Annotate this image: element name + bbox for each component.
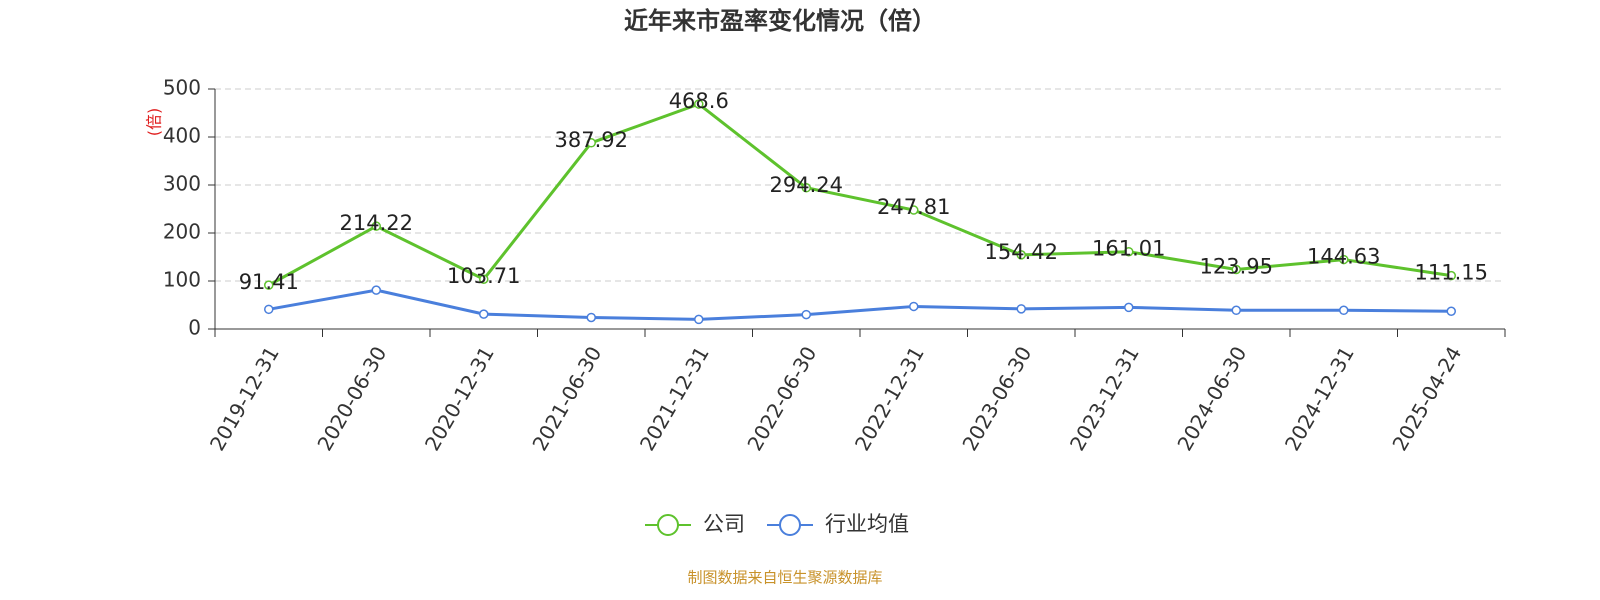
data-point [1446,306,1456,316]
x-tick-label: 2021-12-31 [635,342,714,455]
y-tick-label: 400 [163,124,201,148]
data-point [371,285,381,295]
x-tick-label: 2019-12-31 [205,342,284,455]
x-tick-label: 2022-06-30 [742,342,821,455]
legend-marker [779,514,801,536]
data-point [586,312,596,323]
data-label: 91.41 [239,270,299,294]
legend-label: 公司 [703,512,745,536]
y-tick-label: 0 [188,316,201,340]
data-point [801,183,811,193]
x-tick-label: 2023-06-30 [957,342,1036,455]
y-tick-label: 100 [163,268,201,292]
data-point [264,280,274,290]
y-tick-label: 200 [163,220,201,244]
data-point [1339,305,1349,316]
data-point [909,205,919,215]
data-label: 247.81 [877,195,950,219]
data-point [1124,302,1134,313]
data-point [479,309,489,319]
data-label: 111.15 [1415,261,1488,285]
data-point [1016,250,1026,260]
y-axis-label: (倍) [145,108,164,137]
data-point [909,301,919,312]
data-point [694,99,704,109]
data-point [694,314,704,325]
data-point [1231,305,1241,316]
data-point [801,309,811,320]
y-tick-label: 500 [163,76,201,100]
data-label: 144.63 [1307,245,1380,269]
data-label: 123.95 [1200,255,1273,279]
x-tick-label: 2020-12-31 [420,342,499,455]
data-point [479,274,489,284]
x-tick-label: 2025-04-24 [1387,342,1466,455]
series-line [268,102,1452,287]
data-point [264,304,274,315]
source-note: 制图数据来自恒生聚源数据库 [687,569,882,587]
data-label: 387.92 [555,128,628,152]
data-point [1446,270,1456,281]
legend-label: 行业均值 [825,512,909,536]
legend-marker [657,514,679,536]
data-point [1016,304,1026,314]
x-tick-label: 2022-12-31 [850,342,929,455]
data-point [371,221,381,231]
data-point [1124,246,1134,257]
data-label: 468.6 [669,89,729,113]
x-tick-label: 2024-12-31 [1280,342,1359,455]
data-label: 161.01 [1092,237,1165,261]
y-tick-label: 300 [163,172,201,196]
data-label: 294.24 [770,173,843,197]
data-point [1231,264,1241,275]
x-tick-label: 2023-12-31 [1065,342,1144,455]
x-tick-label: 2021-06-30 [527,342,606,455]
data-point [1339,254,1349,265]
data-label: 154.42 [985,240,1058,264]
data-point [586,138,596,148]
data-label: 214.22 [340,211,413,235]
x-tick-label: 2020-06-30 [312,342,391,455]
series-line [268,288,1452,321]
chart-title: 近年来市盈率变化情况（倍） [624,7,936,35]
data-label: 103.71 [447,264,520,288]
x-tick-label: 2024-06-30 [1172,342,1251,455]
